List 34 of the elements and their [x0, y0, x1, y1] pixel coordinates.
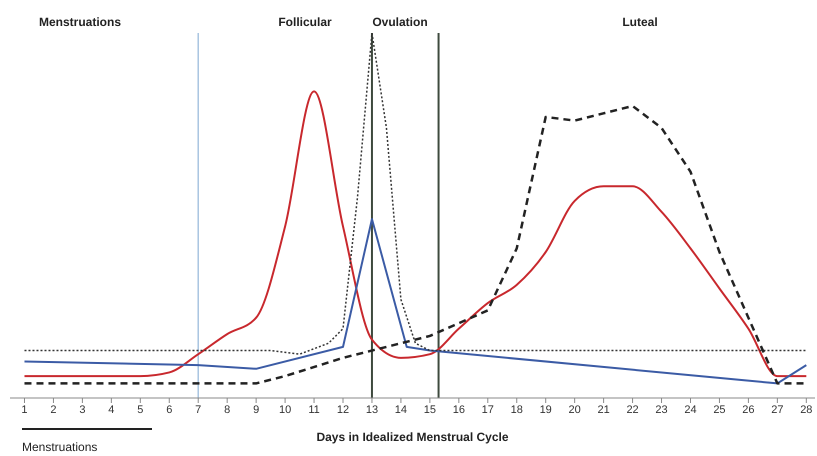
text: Luteal: [622, 15, 658, 29]
x-axis-title: Days in Idealized Menstrual Cycle: [316, 430, 509, 444]
x-tick-label: 11: [308, 404, 320, 416]
x-tick-label: 10: [278, 404, 292, 416]
x-tick-label: 12: [336, 404, 350, 416]
x-tick-label: 1: [21, 404, 28, 416]
x-tick-label: 7: [195, 404, 202, 416]
x-tick-label: 9: [253, 404, 260, 416]
x-tick-label: 26: [742, 404, 755, 416]
text: Ovulation: [372, 15, 428, 29]
x-tick-label: 24: [684, 404, 697, 416]
x-tick-label: 19: [540, 404, 552, 416]
x-tick-label: 6: [166, 404, 172, 416]
text: Follicular: [278, 15, 332, 29]
x-tick-label: 17: [482, 404, 494, 416]
x-tick-label: 15: [424, 404, 436, 416]
x-tick-label: 13: [366, 404, 378, 416]
x-tick-label: 28: [800, 404, 812, 416]
x-tick-label: 5: [137, 404, 144, 416]
text: Menstruations: [22, 440, 98, 454]
x-tick-label: 8: [224, 404, 230, 416]
x-tick-label: 25: [713, 404, 726, 416]
x-tick-label: 14: [394, 404, 408, 416]
x-tick-label: 23: [655, 404, 668, 416]
x-tick-label: 4: [108, 404, 114, 416]
x-tick-label: 18: [510, 404, 523, 416]
x-tick-label: 21: [597, 404, 610, 416]
text: Menstruations: [38, 15, 122, 29]
x-tick-label: 27: [771, 404, 784, 416]
x-tick-label: 3: [79, 404, 86, 416]
x-tick-label: 20: [568, 404, 581, 416]
x-tick-label: 22: [626, 404, 639, 416]
x-tick-label: 2: [50, 404, 56, 416]
x-tick-label: 16: [452, 404, 465, 416]
